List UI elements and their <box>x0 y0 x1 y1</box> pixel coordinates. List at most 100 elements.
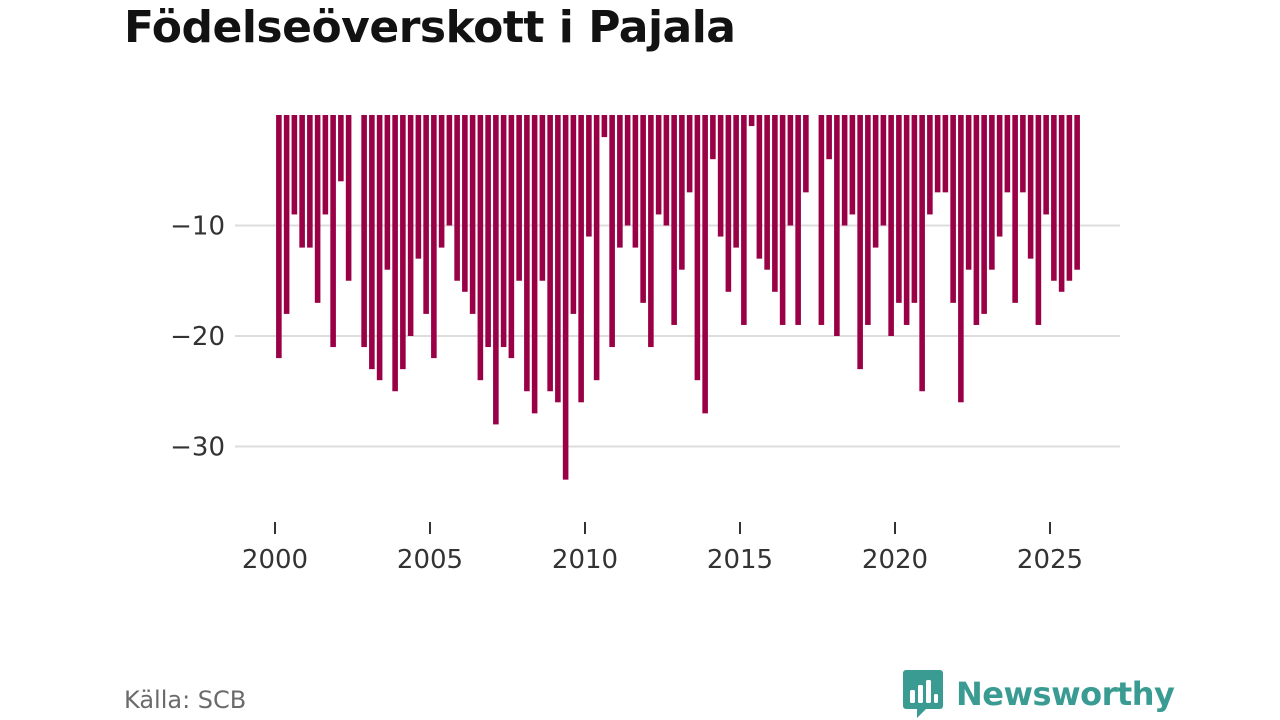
bar <box>1027 115 1034 259</box>
bar <box>934 115 941 193</box>
bar <box>508 115 515 359</box>
bar <box>469 115 476 314</box>
bar <box>663 115 670 226</box>
bar <box>307 115 313 248</box>
bar <box>826 115 832 160</box>
bar <box>632 115 639 248</box>
bar <box>361 115 367 348</box>
bar <box>872 115 879 248</box>
bar <box>609 115 615 348</box>
bar <box>679 115 685 270</box>
bar <box>958 115 964 403</box>
bar <box>322 115 329 215</box>
bar <box>500 115 507 348</box>
bar <box>516 115 522 281</box>
chart-title: Födelseöverskott i Pajala <box>124 2 736 53</box>
bar <box>338 115 344 182</box>
bar <box>276 115 282 359</box>
bar <box>1043 115 1049 215</box>
bar <box>857 115 863 370</box>
bar <box>438 115 445 248</box>
bar <box>787 115 794 226</box>
bars <box>276 115 1080 480</box>
bar <box>1058 115 1065 292</box>
bar <box>376 115 383 381</box>
bar <box>477 115 484 381</box>
axes: −10 −20 −30 2000 2005 2010 2015 2020 2025 <box>170 212 1083 576</box>
bar <box>392 115 398 392</box>
bar <box>996 115 1003 237</box>
bar <box>431 115 437 359</box>
bar <box>919 115 925 392</box>
bar <box>593 115 600 381</box>
bar <box>407 115 414 336</box>
bar <box>601 115 608 138</box>
bar <box>570 115 577 314</box>
bar <box>1066 115 1073 281</box>
bar <box>493 115 499 425</box>
bar <box>903 115 910 325</box>
bar <box>555 115 561 403</box>
bar <box>733 115 739 248</box>
bar <box>671 115 677 325</box>
bar <box>1020 115 1026 193</box>
bar <box>965 115 972 270</box>
bar <box>725 115 732 292</box>
bar <box>686 115 693 193</box>
bar <box>764 115 770 270</box>
bar <box>415 115 422 259</box>
bar <box>911 115 918 303</box>
bar <box>648 115 654 348</box>
bar <box>741 115 747 325</box>
bar <box>1051 115 1057 281</box>
bar <box>865 115 871 325</box>
bar <box>795 115 801 325</box>
bar <box>640 115 646 303</box>
source-note: Källa: SCB <box>124 686 247 714</box>
bar <box>446 115 453 226</box>
bar <box>423 115 429 314</box>
bar <box>841 115 848 226</box>
brand: Newsworthy <box>902 668 1175 720</box>
bar <box>314 115 321 303</box>
bar <box>896 115 902 303</box>
bar <box>400 115 406 370</box>
bar <box>617 115 623 248</box>
newsworthy-logo-icon <box>903 670 943 718</box>
bar <box>772 115 778 292</box>
bar <box>942 115 949 193</box>
bar <box>291 115 298 215</box>
bar <box>299 115 305 248</box>
bar <box>462 115 468 292</box>
bar <box>586 115 592 237</box>
bar <box>989 115 995 270</box>
bar <box>818 115 825 325</box>
bar <box>485 115 491 348</box>
bar <box>562 115 569 480</box>
bar <box>578 115 584 403</box>
bar <box>655 115 662 215</box>
x-tick-label: 2000 <box>242 545 308 575</box>
bar <box>849 115 856 215</box>
bar <box>1074 115 1080 270</box>
x-tick-label: 2010 <box>552 545 618 575</box>
bar <box>539 115 546 281</box>
bar <box>834 115 840 336</box>
bar <box>283 115 290 314</box>
x-tick-label: 2025 <box>1017 545 1083 575</box>
bar <box>330 115 336 348</box>
bar <box>384 115 391 270</box>
bar <box>717 115 724 237</box>
gridlines <box>235 224 1120 448</box>
x-tick-label: 2020 <box>862 545 928 575</box>
bar <box>345 115 352 281</box>
bar <box>454 115 460 281</box>
x-tick-label: 2005 <box>397 545 463 575</box>
bar <box>981 115 987 314</box>
bar <box>950 115 956 303</box>
y-tick-label: −10 <box>170 212 225 242</box>
bar <box>1004 115 1011 193</box>
bar <box>779 115 786 325</box>
brand-name: Newsworthy <box>956 675 1175 713</box>
